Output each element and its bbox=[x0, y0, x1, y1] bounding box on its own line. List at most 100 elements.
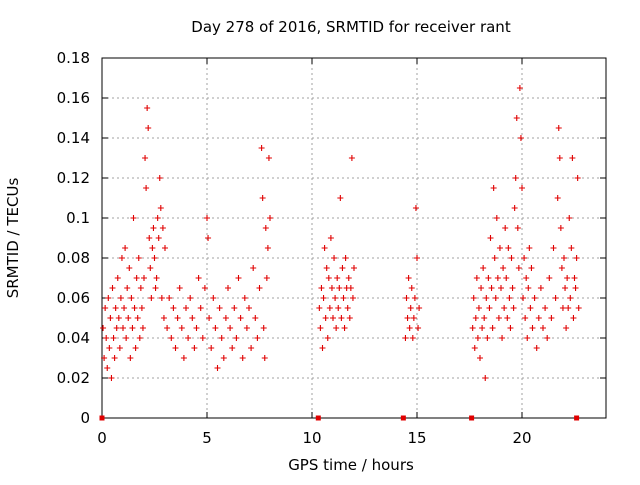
data-point bbox=[107, 315, 114, 321]
y-tick-label: 0.08 bbox=[57, 249, 90, 267]
data-point bbox=[554, 195, 561, 201]
data-point bbox=[414, 255, 420, 261]
data-point bbox=[241, 295, 248, 301]
x-tick-label: 20 bbox=[512, 429, 531, 447]
data-point bbox=[570, 315, 577, 321]
data-point bbox=[104, 365, 111, 371]
data-point bbox=[349, 295, 356, 301]
data-point bbox=[402, 335, 409, 341]
data-point bbox=[348, 155, 355, 161]
coverage-markers bbox=[99, 415, 580, 421]
data-point bbox=[164, 325, 171, 331]
data-point bbox=[522, 315, 529, 321]
data-point bbox=[326, 305, 333, 311]
data-point bbox=[147, 265, 154, 271]
data-point bbox=[508, 255, 515, 261]
data-point bbox=[573, 255, 580, 261]
data-point bbox=[321, 245, 328, 251]
data-point bbox=[134, 315, 141, 321]
data-point bbox=[265, 155, 272, 161]
data-point bbox=[509, 285, 516, 291]
data-point bbox=[199, 335, 206, 341]
data-point bbox=[103, 335, 110, 341]
data-point bbox=[474, 335, 481, 341]
data-point bbox=[166, 295, 173, 301]
data-point bbox=[503, 275, 510, 281]
data-point bbox=[347, 285, 354, 291]
data-point bbox=[527, 305, 534, 311]
data-point bbox=[410, 315, 417, 321]
data-point bbox=[261, 355, 268, 361]
x-tick-labels: 0 5 10 15 20 bbox=[97, 429, 531, 447]
data-point bbox=[479, 325, 486, 331]
data-point bbox=[483, 295, 490, 301]
data-point bbox=[550, 245, 557, 251]
data-point bbox=[562, 285, 569, 291]
data-point bbox=[158, 295, 165, 301]
y-tick-label: 0.14 bbox=[57, 129, 90, 147]
data-point bbox=[139, 325, 146, 331]
data-point bbox=[227, 325, 234, 331]
data-point bbox=[481, 315, 488, 321]
data-point bbox=[162, 245, 168, 251]
data-point bbox=[521, 255, 528, 261]
data-point bbox=[571, 275, 578, 281]
data-point bbox=[506, 295, 513, 301]
data-point bbox=[146, 235, 153, 241]
data-point bbox=[561, 255, 567, 261]
data-point bbox=[489, 325, 496, 331]
data-point bbox=[524, 335, 531, 341]
data-point bbox=[123, 335, 130, 341]
data-point bbox=[487, 235, 494, 241]
data-point bbox=[237, 315, 244, 321]
data-point bbox=[131, 305, 138, 311]
data-point bbox=[116, 345, 123, 351]
data-point bbox=[490, 185, 497, 191]
plot-frame bbox=[101, 57, 607, 419]
data-point bbox=[143, 185, 150, 191]
data-point bbox=[540, 325, 546, 331]
data-point bbox=[494, 275, 501, 281]
data-point bbox=[130, 215, 137, 221]
coverage-marker bbox=[469, 415, 475, 421]
data-point bbox=[174, 315, 181, 321]
data-point bbox=[324, 335, 331, 341]
data-point bbox=[516, 85, 523, 91]
data-point bbox=[556, 155, 563, 161]
data-point bbox=[152, 285, 159, 291]
data-point bbox=[567, 295, 574, 301]
data-point bbox=[135, 255, 142, 261]
data-point bbox=[110, 335, 117, 341]
data-point bbox=[337, 195, 344, 201]
data-point bbox=[504, 315, 511, 321]
data-point bbox=[513, 115, 520, 121]
data-point bbox=[235, 275, 242, 281]
data-point bbox=[332, 295, 339, 301]
data-point bbox=[218, 335, 225, 341]
data-point bbox=[109, 285, 116, 291]
data-point bbox=[246, 305, 252, 311]
data-point bbox=[148, 295, 155, 301]
data-point bbox=[526, 245, 533, 251]
data-point bbox=[222, 315, 229, 321]
data-point bbox=[566, 215, 573, 221]
y-tick-label: 0.18 bbox=[57, 49, 90, 67]
data-point bbox=[154, 215, 161, 221]
data-point bbox=[475, 305, 482, 311]
data-point bbox=[197, 305, 204, 311]
data-point bbox=[320, 295, 327, 301]
data-point bbox=[142, 155, 149, 161]
x-tick-label: 0 bbox=[97, 429, 107, 447]
data-point bbox=[170, 305, 177, 311]
data-point bbox=[498, 285, 504, 291]
y-tick-label: 0.16 bbox=[57, 89, 90, 107]
data-point bbox=[317, 325, 324, 331]
data-point bbox=[206, 315, 213, 321]
data-point bbox=[316, 305, 323, 311]
data-point bbox=[548, 315, 555, 321]
data-point bbox=[101, 355, 108, 361]
data-point bbox=[525, 285, 532, 291]
data-point bbox=[575, 305, 582, 311]
data-point bbox=[248, 345, 255, 351]
data-point bbox=[340, 295, 347, 301]
